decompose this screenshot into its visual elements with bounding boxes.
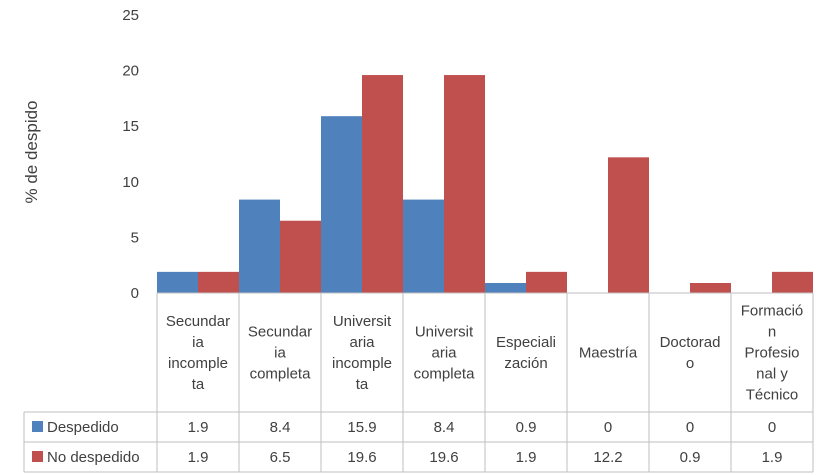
category-label: Especiali zación	[496, 334, 556, 372]
data-label: 0.9	[516, 419, 537, 436]
category-label-line: ia	[192, 334, 204, 351]
legend-swatch	[32, 451, 43, 462]
category-label-line: Técnico	[746, 387, 799, 404]
category-label-line: nal y	[756, 366, 788, 383]
legend-swatch	[32, 421, 43, 432]
category-label-line: n	[768, 324, 776, 341]
y-tick-label: 5	[131, 229, 139, 246]
y-axis-ticks: 0 5 10 15 20 25	[122, 7, 139, 302]
data-label: 1.9	[762, 449, 783, 466]
category-label-line: Formació	[741, 303, 804, 320]
legend-label: Despedido	[47, 419, 119, 436]
data-label: 8.4	[270, 419, 291, 436]
legend-label: No despedido	[47, 449, 140, 466]
category-label-line: Universit	[333, 313, 392, 330]
y-tick-label: 20	[122, 63, 139, 80]
category-label-line: completa	[414, 366, 476, 383]
y-tick-label: 10	[122, 174, 139, 191]
y-tick-label: 0	[131, 285, 139, 302]
category-label: Formació n Profesio nal y Técnico	[741, 303, 804, 404]
data-label: 0	[604, 419, 612, 436]
category-label: Doctorad o	[660, 334, 721, 372]
bar-despedido	[321, 116, 362, 293]
category-label-line: aria	[349, 334, 375, 351]
category-label-line: ta	[192, 376, 205, 393]
data-label: 15.9	[347, 419, 376, 436]
data-label: 1.9	[516, 449, 537, 466]
bar-no-despedido	[444, 75, 485, 293]
y-tick-label: 25	[122, 7, 139, 24]
data-label: 8.4	[434, 419, 455, 436]
category-label-line: completa	[250, 366, 312, 383]
category-label-line: Secundar	[248, 324, 312, 341]
legend-rows: Despedido No despedido	[32, 419, 140, 466]
category-label: Universit aria incomple ta	[332, 313, 392, 393]
data-label: 1.9	[188, 449, 209, 466]
category-label-line: Universit	[415, 324, 474, 341]
bar-no-despedido	[608, 157, 649, 293]
category-label-line: Doctorad	[660, 334, 721, 351]
data-table-cells: 1.9 8.4 15.9 8.4 0.9 0 0 0 1.9 6.5 19.6 19.6 1.9 12.2…	[188, 419, 783, 466]
bar-no-despedido	[772, 271, 813, 293]
data-label: 0	[686, 419, 694, 436]
bar-no-despedido	[280, 220, 321, 293]
category-label-line: zación	[504, 355, 547, 372]
category-label-line: o	[686, 355, 694, 372]
y-tick-label: 15	[122, 118, 139, 135]
category-label: Secundar ia incomple ta	[166, 313, 230, 393]
bar-despedido	[157, 271, 198, 293]
bar-despedido	[485, 282, 526, 293]
data-label: 6.5	[270, 449, 291, 466]
category-label: Universit aria completa	[414, 324, 476, 383]
data-label: 0	[768, 419, 776, 436]
category-label-line: ia	[274, 345, 286, 362]
bar-despedido	[239, 199, 280, 293]
category-label-line: aria	[431, 345, 457, 362]
bar-no-despedido	[362, 75, 403, 293]
data-label: 12.2	[593, 449, 622, 466]
data-label: 19.6	[429, 449, 458, 466]
category-label-line: incomple	[168, 355, 228, 372]
data-label: 0.9	[680, 449, 701, 466]
category-label: Secundar ia completa	[248, 324, 312, 383]
bar-no-despedido	[198, 271, 239, 293]
category-label-line: incomple	[332, 355, 392, 372]
bar-no-despedido	[690, 282, 731, 293]
data-table-grid	[23, 292, 814, 473]
category-label-line: Profesio	[744, 345, 799, 362]
category-label-line: Especiali	[496, 334, 556, 351]
category-label-line: ta	[356, 376, 369, 393]
category-label-line: Secundar	[166, 313, 230, 330]
data-label: 19.6	[347, 449, 376, 466]
bar-no-despedido	[526, 271, 567, 293]
bars	[157, 75, 813, 293]
y-axis-label: % de despido	[22, 100, 41, 203]
data-label: 1.9	[188, 419, 209, 436]
category-label-line: Maestría	[579, 345, 638, 362]
category-label: Maestría	[579, 345, 638, 362]
bar-despedido	[403, 199, 444, 293]
